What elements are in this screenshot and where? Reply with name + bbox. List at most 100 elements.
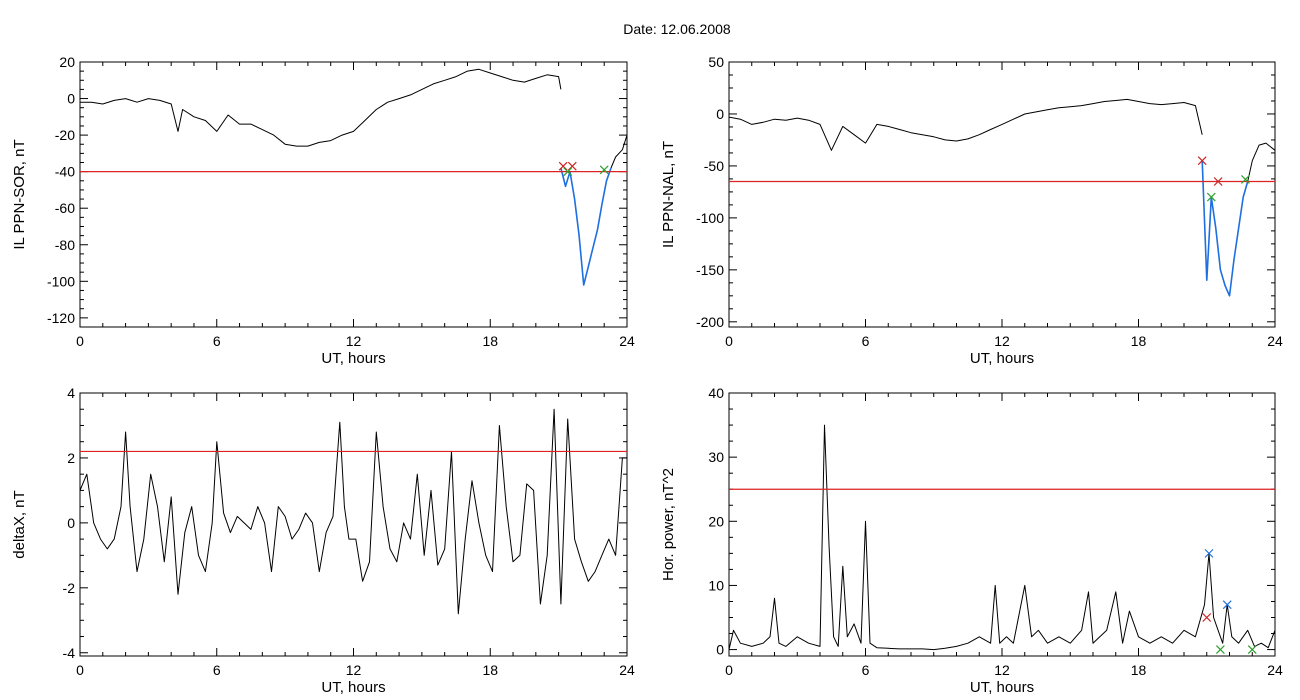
marker-stroke [558,161,568,171]
x-tick-label: 0 [76,662,84,678]
y-tick-label: 20 [59,54,75,70]
x-tick-label: 0 [725,333,733,349]
y-tick-label: 50 [708,54,724,70]
series-line-1 [560,167,612,286]
event-marker-2 [563,167,573,177]
plot-frame [728,392,1276,657]
event-marker-0 [558,161,568,171]
marker-stroke [567,161,577,171]
series-line-1 [1201,160,1249,297]
y-axis-label: IL PPN-SOR, nT [11,139,28,249]
x-tick-label: 24 [619,333,635,349]
chart-p1: 0 6 12 18 24 20 0 -20 -40 -60 -80 -100 -120 UT, hours… [11,54,635,367]
plot-area [729,424,1275,655]
event-marker-1 [1213,177,1223,186]
event-marker-0 [1204,548,1214,558]
marker-stroke [563,167,573,177]
y-tick-label: 30 [708,449,724,465]
y-tick-label: 0 [67,91,75,107]
x-tick-label: 18 [1131,333,1147,349]
x-tick-label: 24 [619,662,635,678]
x-tick-label: 12 [994,662,1010,678]
y-tick-label: 40 [708,385,724,401]
event-marker-2 [1206,192,1216,202]
event-marker-4 [1247,645,1257,655]
series-line-0 [80,68,562,147]
x-tick-label: 6 [862,333,870,349]
x-tick-label: 12 [346,662,362,678]
marker-stroke [1213,177,1223,186]
y-tick-label: 0 [716,106,724,122]
marker-stroke [1215,645,1225,655]
plot-frame [79,392,628,657]
y-tick-label: -20 [55,127,75,143]
y-tick-label: 0 [67,515,75,531]
series-line-2 [610,134,627,169]
y-tick-label: -50 [704,158,724,174]
x-tick-label: 18 [1131,662,1147,678]
y-tick-label: -4 [63,645,76,661]
y-tick-label: 4 [67,385,75,401]
x-axis-label: UT, hours [970,350,1034,367]
x-axis-label: UT, hours [321,350,385,367]
chart-p4: 0 6 12 18 24 40 30 20 10 0 UT, hours Hor. power, nT… [660,385,1283,696]
y-tick-label: -150 [696,262,724,278]
x-tick-label: 12 [994,333,1010,349]
x-tick-label: 12 [346,333,362,349]
x-tick-label: 24 [1267,333,1283,349]
event-marker-1 [567,161,577,171]
event-marker-2 [1202,613,1212,622]
marker-stroke [1247,645,1257,655]
plot-area [80,68,627,286]
marker-stroke [1204,548,1214,558]
marker-stroke [1222,600,1232,610]
series-line-0 [80,408,627,615]
y-tick-label: 20 [708,513,724,529]
y-tick-label: -120 [47,310,75,326]
marker-stroke [1197,156,1207,166]
x-tick-label: 6 [862,662,870,678]
x-axis-label: UT, hours [321,679,385,696]
x-axis-label: UT, hours [970,679,1034,696]
x-tick-label: 0 [725,662,733,678]
plot-frame [728,61,1276,328]
plot-frame [79,61,628,328]
event-marker-3 [1215,645,1225,655]
x-tick-label: 6 [213,333,221,349]
y-tick-label: -2 [63,580,76,596]
y-tick-label: -40 [55,164,75,180]
y-axis-label: IL PPN-NAL, nT [660,141,677,248]
y-tick-label: -80 [55,237,75,253]
marker-stroke [1241,175,1250,184]
figure-title: Date: 12.06.2008 [623,21,731,37]
series-line-0 [729,424,1275,651]
plot-area [729,98,1275,297]
plot-area [80,408,627,615]
series-line-0 [729,98,1203,151]
x-tick-label: 0 [76,333,84,349]
x-tick-label: 6 [213,662,221,678]
y-tick-label: 0 [716,642,724,658]
marker-stroke [599,165,609,175]
y-tick-label: -100 [696,210,724,226]
y-tick-label: 10 [708,577,724,593]
y-tick-label: -200 [696,314,724,330]
event-marker-0 [1197,156,1207,166]
x-tick-label: 24 [1267,662,1283,678]
x-tick-label: 18 [482,662,498,678]
x-tick-label: 18 [482,333,498,349]
chart-p3: 0 6 12 18 24 4 2 0 -2 -4 UT, hours deltaX, nT [11,385,635,696]
chart-p2: 0 6 12 18 24 50 0 -50 -100 -150 -200 UT, hours IL PP… [660,54,1283,367]
series-line-2 [1247,142,1275,182]
marker-stroke [1206,192,1216,202]
event-marker-1 [1222,600,1232,610]
event-marker-3 [1241,175,1250,184]
marker-stroke [1202,613,1212,622]
y-axis-label: deltaX, nT [11,490,28,558]
y-tick-label: -100 [47,273,75,289]
y-axis-label: Hor. power, nT^2 [660,468,677,581]
y-tick-label: -60 [55,200,75,216]
y-tick-label: 2 [67,450,75,466]
event-marker-3 [599,165,609,175]
